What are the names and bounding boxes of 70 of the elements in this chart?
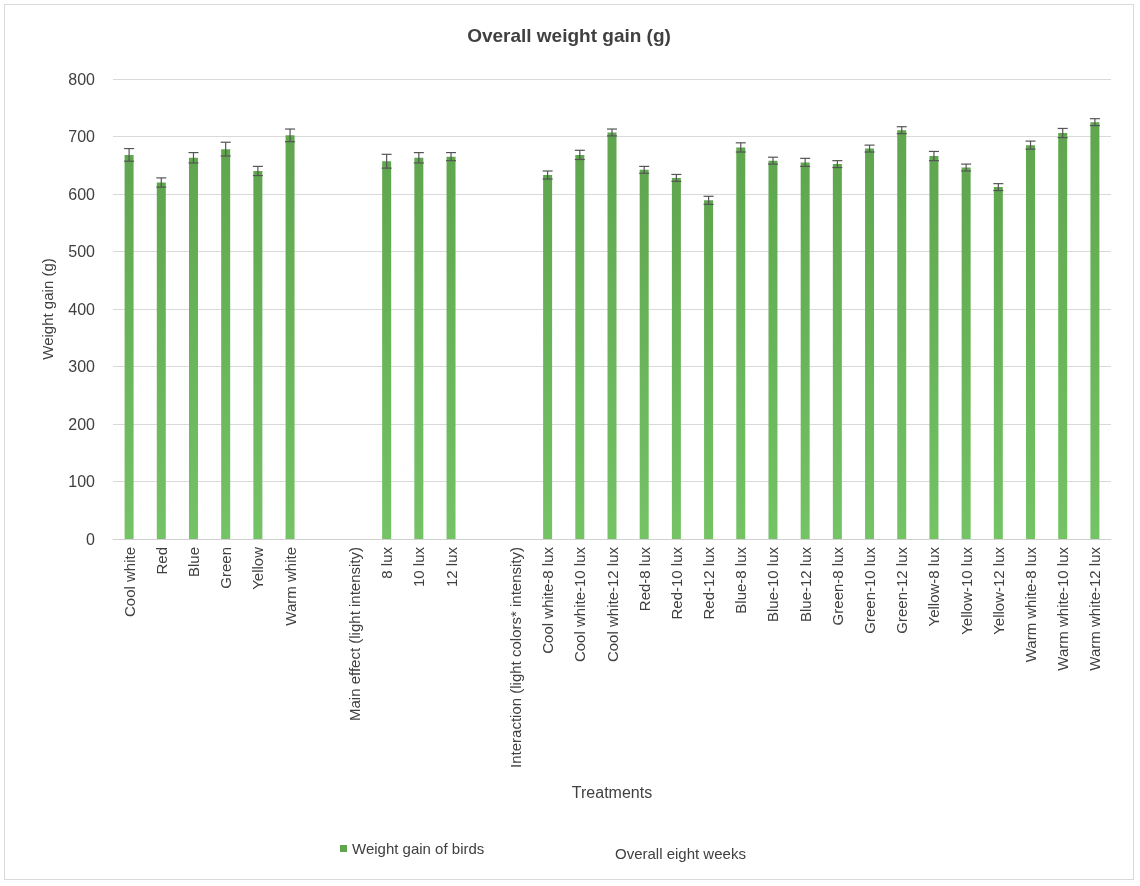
x-tick-label: Warm white-12 lux	[1086, 546, 1104, 671]
x-tick-label: Green-12 lux	[893, 546, 911, 634]
x-tick-label: Yellow-10 lux	[957, 546, 975, 635]
y-tick-label: 200	[68, 415, 96, 433]
bar	[993, 187, 1003, 539]
bar	[897, 130, 907, 539]
bar	[575, 154, 585, 539]
x-tick-label: Green	[217, 547, 235, 589]
bar	[1058, 133, 1068, 539]
bar	[156, 182, 166, 539]
x-tick-label: Interaction (light colors* intensity)	[506, 547, 524, 768]
bar	[800, 162, 810, 539]
y-tick-label: 600	[68, 185, 96, 203]
bar	[253, 171, 263, 539]
x-tick-label: Yellow-8 lux	[925, 546, 943, 627]
x-tick-label: Cool white	[120, 547, 138, 618]
y-tick-label: 500	[68, 243, 96, 260]
x-tick-label: Yellow	[249, 546, 267, 590]
x-tick-label: 12 lux	[442, 546, 460, 588]
chart-title: Overall weight gain (g)	[467, 25, 671, 46]
x-tick-label: Warm white	[281, 547, 299, 626]
bar	[1026, 145, 1036, 539]
bar	[543, 175, 553, 539]
x-tick-label: Red-8 lux	[635, 546, 653, 612]
x-tick-label: Blue-8 lux	[732, 546, 750, 614]
y-tick-label: 400	[68, 300, 96, 318]
bar	[671, 177, 681, 539]
x-tick-label: Cool white-10 lux	[571, 546, 589, 663]
bar	[768, 160, 778, 539]
x-tick-label: Warm white-10 lux	[1054, 546, 1072, 671]
x-tick-label: Cool white-12 lux	[603, 546, 621, 663]
x-tick-label: Blue	[184, 547, 202, 578]
x-tick-label: Main effect (light intensity)	[345, 547, 363, 721]
x-tick-label: Red-10 lux	[667, 546, 685, 620]
bar	[414, 157, 424, 539]
x-tick-label: Green-8 lux	[828, 546, 846, 626]
x-tick-label: Blue-10 lux	[764, 546, 782, 623]
bar	[607, 132, 617, 539]
bar	[285, 135, 295, 539]
bar	[865, 148, 875, 539]
y-tick-label: 100	[68, 473, 96, 490]
legend-label: Weight gain of birds	[352, 840, 485, 857]
x-tick-label: Cool white-8 lux	[539, 546, 557, 654]
bar	[1090, 122, 1100, 539]
bar	[961, 167, 971, 539]
x-tick-label: 10 lux	[410, 546, 428, 588]
x-tick-label: Red	[152, 547, 170, 575]
bar	[704, 200, 714, 539]
text: Overall eight weeks	[615, 845, 746, 862]
bar	[221, 149, 231, 539]
x-axis-title: Treatments	[571, 783, 653, 801]
bar	[736, 147, 746, 539]
x-tick-label: 8 lux	[378, 546, 396, 579]
x-tick-label: Red-12 lux	[700, 546, 718, 620]
bar	[446, 156, 456, 539]
x-tick-label: Green-10 lux	[861, 546, 879, 634]
y-tick-label: 700	[68, 128, 96, 145]
x-tick-label: Warm white-8 lux	[1022, 546, 1040, 663]
bar	[124, 154, 134, 539]
bar	[832, 164, 842, 539]
y-axis-title: Weight gain (g)	[39, 258, 56, 360]
bar	[929, 156, 939, 539]
y-tick-label: 300	[68, 358, 96, 375]
x-tick-label: Yellow-12 lux	[989, 546, 1007, 635]
x-tick-label: Blue-12 lux	[796, 546, 814, 623]
y-tick-label: 800	[68, 70, 96, 88]
bar	[382, 161, 392, 539]
y-tick-label: 0	[86, 530, 96, 548]
bar	[188, 157, 198, 539]
bar	[639, 169, 649, 539]
